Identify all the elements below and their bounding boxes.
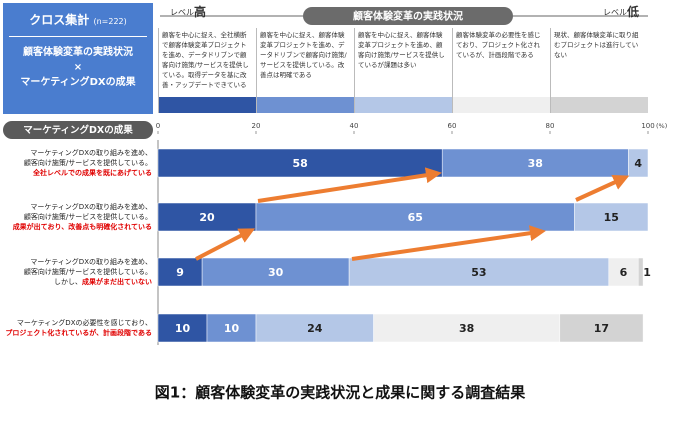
arrow [257, 167, 442, 203]
arrows [195, 167, 630, 261]
bar-segment [157, 202, 257, 232]
category-line: 顧客向け施策/サービスを提供している。 [24, 267, 152, 276]
x-tick-label: 100 [641, 122, 654, 130]
data-label: 38 [459, 322, 474, 335]
category-line: マーケティングDXの取り組みを進め、 [30, 257, 152, 266]
level-low-mark: 低 [626, 4, 639, 19]
category-result: 成果が出ており、改善点も明確化されている [13, 222, 152, 231]
bar-segment [255, 313, 374, 343]
data-label: 53 [471, 266, 486, 279]
data-label: 9 [176, 266, 184, 279]
bar-segment [441, 148, 629, 178]
x-axis-label: 顧客体験変革の実践状況 [353, 10, 463, 23]
column-separator [354, 28, 355, 113]
bar-segment [628, 148, 649, 178]
data-label: 38 [528, 157, 543, 170]
bar-segment [608, 257, 639, 287]
category-result: 全社レベルでの成果を既にあげている [32, 168, 152, 177]
sample-size: (n=222) [93, 17, 127, 26]
x-tick-label: 60 [448, 122, 457, 130]
level-low-text: レベル [603, 8, 627, 17]
summary-panel: クロス集計 (n=222) 顧客体験変革の実践状況 × マーケティングDXの成果 [3, 3, 153, 114]
category-result: プロジェクト化されているが、計画段階である [5, 328, 152, 337]
data-label: 10 [175, 322, 191, 335]
panel-subtitle-line: 顧客体験変革の実践状況 [23, 47, 133, 58]
panel-title: クロス集計 (n=222) [3, 11, 153, 28]
panel-subtitle: 顧客体験変革の実践状況 × マーケティングDXの成果 [3, 45, 153, 90]
category-label: マーケティングDXの取り組みを進め、顧客向け施策/サービスを提供している。 [24, 257, 152, 276]
legend-text: 顧客体験変革の必要性を感じており、プロジェクト化されているが、計画段階である [456, 31, 541, 59]
bar-segment [206, 313, 257, 343]
category-line: マーケティングDXの必要性を感じており、 [17, 318, 152, 327]
bar-segment [348, 257, 610, 287]
category-line: 顧客向け施策/サービスを提供している。 [24, 158, 152, 167]
data-label: 1 [643, 266, 651, 279]
data-label: 30 [268, 266, 284, 279]
plot: 0 20 40 60 80 100 (%) マーケティングDXの取り組みを進め、顧客向け施策/… [5, 122, 667, 345]
legend-swatch [256, 97, 354, 113]
bar-segment [373, 313, 561, 343]
data-label: 15 [604, 211, 619, 224]
x-unit: (%) [656, 122, 667, 130]
x-tick-label: 40 [350, 122, 359, 130]
column-separator [452, 28, 453, 113]
panel-subtitle-line: × [73, 62, 83, 73]
legend-swatch [550, 97, 648, 113]
legend-swatch [452, 97, 550, 113]
y-axis-label: マーケティングDXの成果 [23, 124, 133, 136]
data-label: 17 [594, 322, 609, 335]
category-line-row: しかし、成果がまだ出ていない [54, 277, 152, 286]
bar-segment [574, 202, 649, 232]
chart-title: 図1：顧客体験変革の実践状況と成果に関する調査結果 [155, 384, 526, 402]
data-label: 4 [634, 157, 642, 170]
y-axis-pill [3, 121, 153, 139]
legend-text: 現状、顧客体験変革に取り組むプロジェクトは進行していない [554, 31, 639, 59]
level-high: レベル高 [170, 4, 206, 19]
legend-swatch [354, 97, 452, 113]
level-low: レベル低 [603, 4, 639, 19]
level-high-text: レベル [170, 8, 194, 17]
level-high-mark: 高 [194, 4, 206, 19]
arrow [575, 175, 630, 202]
arrow [195, 228, 256, 261]
category-result: 成果がまだ出ていない [82, 277, 152, 286]
column-separator [158, 28, 159, 113]
x-tick-label: 20 [252, 122, 261, 130]
column-separator [256, 28, 257, 113]
legend-text: 顧客を中心に捉え、全社横断で顧客体験変革プロジェクトを進め、データドリブンで顧客… [162, 31, 249, 89]
x-tick-label: 0 [156, 122, 160, 130]
category-label: マーケティングDXの取り組みを進め、顧客向け施策/サービスを提供している。成果が… [13, 202, 152, 231]
data-label: 24 [307, 322, 323, 335]
x-tick-label: 80 [546, 122, 555, 130]
data-label: 10 [224, 322, 240, 335]
legend-swatch [158, 97, 256, 113]
header-pill [303, 7, 513, 25]
data-label: 20 [199, 211, 215, 224]
bar-segment [157, 257, 203, 287]
bar-segment [157, 313, 208, 343]
bar-segment [201, 257, 350, 287]
data-label: 65 [408, 211, 423, 224]
panel-title-text: クロス集計 [29, 13, 90, 27]
category-line: しかし、 [54, 278, 82, 286]
data-label: 6 [620, 266, 628, 279]
bar-segment [559, 313, 644, 343]
category-line: 顧客向け施策/サービスを提供している。 [24, 212, 152, 221]
bar-segment [637, 257, 644, 287]
bar-segment [255, 202, 575, 232]
category-line: マーケティングDXの取り組みを進め、 [30, 202, 152, 211]
panel-subtitle-line: マーケティングDXの成果 [20, 77, 136, 88]
bar-segment [157, 148, 443, 178]
data-label: 58 [292, 157, 307, 170]
arrow [351, 225, 546, 261]
category-label: マーケティングDXの必要性を感じており、プロジェクト化されているが、計画段階であ… [5, 318, 152, 337]
column-separator [550, 28, 551, 113]
legend-text: 顧客を中心に捉え、顧客体験変革プロジェクトを進め、顧客向け施策/サービスを提供し… [358, 31, 445, 69]
legend-text: 顧客を中心に捉え、顧客体験変革プロジェクトを進め、データドリブンで顧客向け施策/… [260, 31, 347, 79]
category-line: マーケティングDXの取り組みを進め、 [30, 148, 152, 157]
category-label: マーケティングDXの取り組みを進め、顧客向け施策/サービスを提供している。全社レ… [24, 148, 152, 177]
